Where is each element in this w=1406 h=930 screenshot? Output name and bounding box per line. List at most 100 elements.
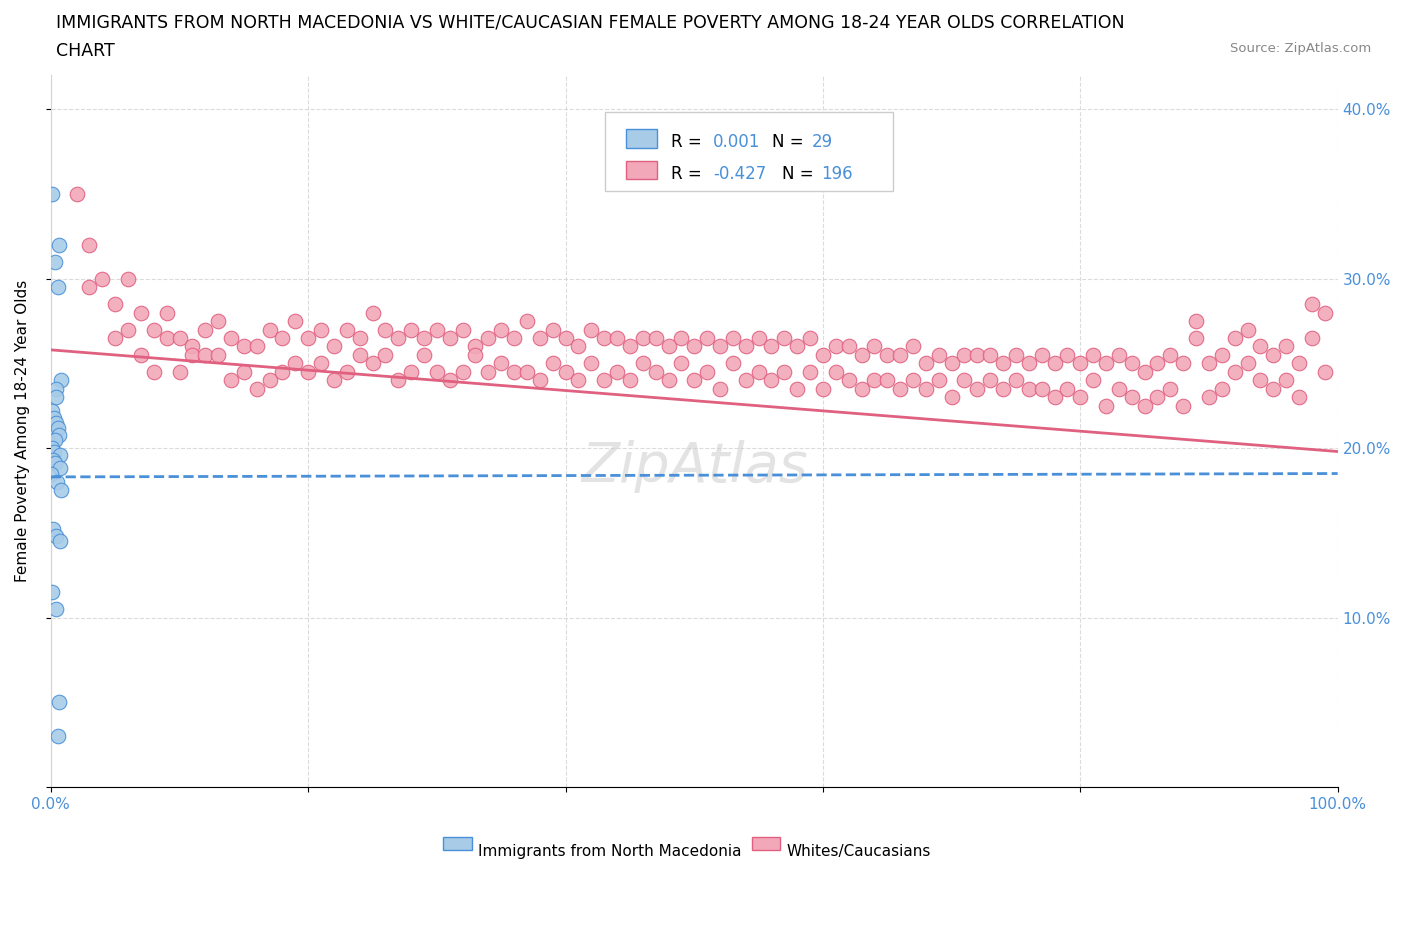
Point — [1198, 356, 1220, 371]
Point — [1018, 381, 1040, 396]
Point — [529, 330, 551, 345]
Point — [966, 381, 988, 396]
Point — [1249, 373, 1271, 388]
Text: N =: N = — [772, 133, 803, 151]
Point — [941, 390, 963, 405]
Point — [489, 356, 512, 371]
Point — [42, 410, 65, 425]
Point — [761, 339, 783, 354]
Point — [1236, 322, 1258, 337]
Point — [1069, 390, 1091, 405]
Point — [928, 373, 950, 388]
Point — [1173, 398, 1195, 413]
Point — [271, 365, 294, 379]
Point — [232, 339, 254, 354]
Point — [374, 322, 396, 337]
Point — [851, 348, 873, 363]
Point — [259, 373, 281, 388]
Point — [1159, 348, 1181, 363]
Point — [349, 348, 371, 363]
Point — [709, 381, 731, 396]
Point — [1081, 348, 1104, 363]
Point — [503, 330, 526, 345]
Text: N =: N = — [782, 165, 813, 182]
Point — [541, 356, 564, 371]
Point — [41, 441, 63, 456]
Point — [941, 356, 963, 371]
Point — [361, 356, 384, 371]
Point — [129, 348, 152, 363]
Point — [657, 339, 679, 354]
Point — [1056, 348, 1078, 363]
Point — [41, 187, 63, 202]
Point — [426, 365, 449, 379]
Point — [773, 365, 796, 379]
Point — [259, 322, 281, 337]
Point — [45, 390, 67, 405]
Point — [219, 373, 242, 388]
Point — [46, 728, 69, 743]
Point — [117, 272, 139, 286]
Point — [567, 339, 589, 354]
Point — [619, 373, 641, 388]
Point — [1263, 381, 1285, 396]
Point — [554, 330, 576, 345]
Point — [39, 466, 62, 481]
Point — [593, 373, 616, 388]
Point — [991, 356, 1014, 371]
Point — [309, 322, 332, 337]
Point — [65, 187, 87, 202]
Point — [644, 330, 666, 345]
Point — [413, 330, 436, 345]
Point — [45, 381, 67, 396]
Point — [323, 373, 346, 388]
Point — [44, 456, 66, 471]
Point — [838, 373, 860, 388]
Point — [219, 330, 242, 345]
Point — [671, 330, 693, 345]
Point — [696, 330, 718, 345]
Text: 29: 29 — [811, 133, 832, 151]
Point — [399, 322, 422, 337]
FancyBboxPatch shape — [443, 837, 471, 849]
Point — [49, 483, 72, 498]
Point — [49, 534, 72, 549]
Point — [1095, 356, 1118, 371]
Point — [683, 339, 706, 354]
Point — [45, 416, 67, 431]
Point — [1288, 356, 1310, 371]
Point — [104, 297, 127, 312]
Point — [489, 322, 512, 337]
Point — [811, 348, 834, 363]
Point — [41, 585, 63, 600]
Point — [1121, 356, 1143, 371]
Point — [683, 373, 706, 388]
Point — [734, 339, 756, 354]
Point — [477, 365, 499, 379]
Point — [46, 474, 69, 489]
Point — [194, 322, 217, 337]
Point — [811, 381, 834, 396]
Point — [439, 330, 461, 345]
Y-axis label: Female Poverty Among 18-24 Year Olds: Female Poverty Among 18-24 Year Olds — [15, 280, 30, 582]
Point — [142, 322, 165, 337]
Point — [1133, 365, 1156, 379]
Point — [79, 237, 101, 252]
Point — [1301, 297, 1323, 312]
Point — [1018, 356, 1040, 371]
Point — [169, 330, 191, 345]
Point — [851, 381, 873, 396]
Point — [901, 373, 924, 388]
Point — [156, 305, 179, 320]
Point — [734, 373, 756, 388]
Point — [541, 322, 564, 337]
Point — [387, 330, 409, 345]
Point — [606, 330, 628, 345]
Point — [824, 339, 846, 354]
Point — [79, 280, 101, 295]
Point — [336, 365, 359, 379]
Point — [1275, 373, 1298, 388]
Point — [246, 381, 269, 396]
Point — [966, 348, 988, 363]
Point — [644, 365, 666, 379]
